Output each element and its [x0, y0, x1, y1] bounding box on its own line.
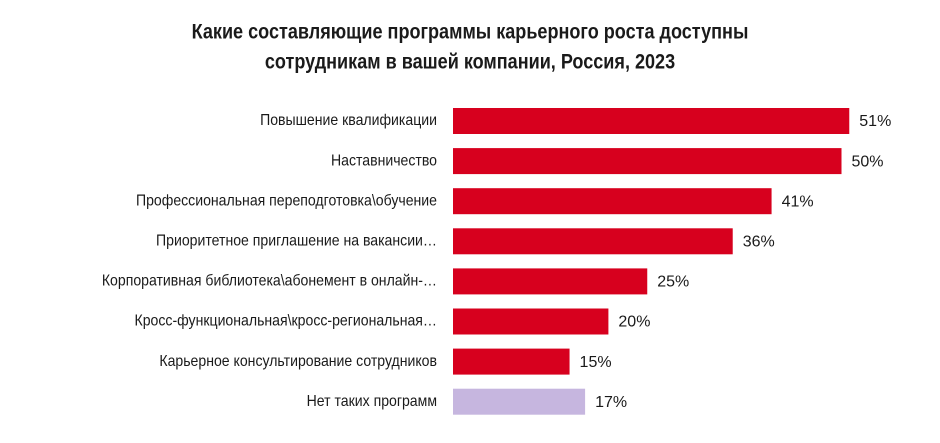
category-label: Профессиональная переподготовка\обучение — [136, 192, 437, 210]
bar — [453, 388, 586, 415]
value-label: 41% — [782, 193, 814, 210]
category-labels: Повышение квалификации Наставничество Проф… — [102, 111, 437, 410]
value-label: 25% — [657, 274, 689, 291]
bar — [453, 268, 648, 295]
category-label: Повышение квалификации — [260, 111, 437, 129]
value-label: 50% — [852, 153, 884, 170]
category-label: Корпоративная библиотека\абонемент в онл… — [102, 272, 437, 290]
value-label: 20% — [618, 314, 650, 331]
value-label: 51% — [859, 113, 891, 130]
category-label: Кросс-функциональная\кросс-региональная… — [135, 312, 437, 330]
bar — [453, 308, 609, 335]
bar — [453, 188, 772, 215]
value-label: 17% — [595, 394, 627, 411]
bar — [453, 148, 842, 175]
bar — [453, 348, 570, 375]
bar — [453, 108, 850, 134]
chart-title: Какие составляющие программы карьерного … — [192, 20, 749, 44]
value-label: 15% — [580, 354, 612, 371]
category-label: Приоритетное приглашение на вакансии… — [156, 232, 437, 250]
category-label: Наставничество — [331, 152, 437, 170]
value-label: 36% — [743, 234, 775, 251]
bar — [453, 228, 733, 255]
category-label: Карьерное консультирование сотрудников — [159, 352, 437, 370]
category-label: Нет таких программ — [307, 392, 437, 410]
chart-title: сотрудникам в вашей компании, Россия, 20… — [265, 50, 675, 74]
title-group: Какие составляющие программы карьерного … — [192, 20, 749, 74]
